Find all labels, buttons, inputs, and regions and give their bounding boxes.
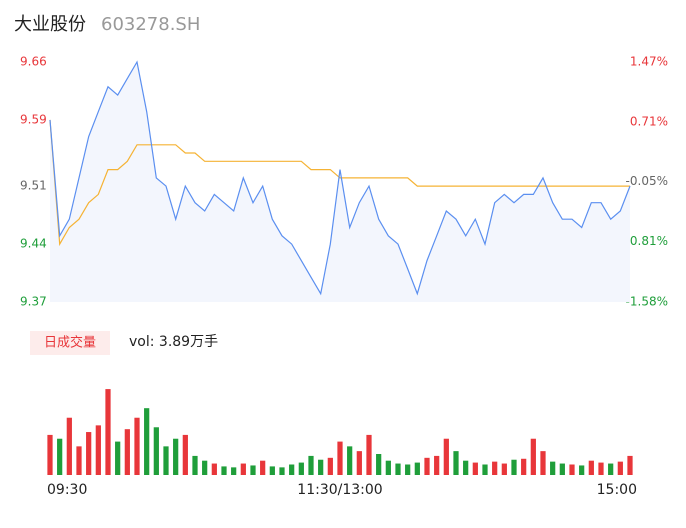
- x-tick-label: 11:30/13:00: [297, 482, 382, 498]
- volume-bar: [105, 389, 111, 475]
- volume-bar: [269, 466, 275, 475]
- y2-tick-label: -1.58%: [626, 295, 668, 309]
- volume-bar: [347, 446, 353, 475]
- volume-bar: [95, 425, 101, 475]
- volume-bar: [617, 461, 623, 475]
- y2-tick-label: -0.81%: [626, 234, 668, 248]
- x-tick-label: 09:30: [47, 482, 87, 498]
- volume-bar: [530, 438, 536, 475]
- y-tick-label: 9.66: [20, 55, 47, 69]
- volume-bar: [153, 427, 159, 475]
- volume-bar: [463, 460, 469, 475]
- volume-bar: [443, 438, 449, 475]
- volume-bar: [385, 460, 391, 475]
- volume-bar: [511, 459, 517, 475]
- y2-tick-label: 0.71%: [630, 114, 668, 128]
- x-tick-label: 15:00: [597, 482, 637, 498]
- volume-bar: [608, 463, 614, 475]
- volume-bar: [366, 434, 372, 475]
- volume-bar: [627, 455, 633, 475]
- volume-bar: [134, 417, 140, 475]
- price-line: [49, 60, 631, 296]
- volume-bar: [395, 463, 401, 475]
- volume-bar: [579, 465, 585, 475]
- volume-bar: [163, 446, 169, 475]
- volume-bar: [76, 446, 82, 475]
- volume-bar: [492, 461, 498, 475]
- volume-bar: [115, 441, 121, 475]
- stock-name: 大业股份: [14, 14, 86, 35]
- volume-label: 日成交量: [44, 335, 96, 351]
- volume-bar: [211, 463, 217, 475]
- average-line: [49, 119, 630, 247]
- volume-bar: [182, 434, 188, 475]
- volume-bar: [173, 438, 179, 475]
- stock-code: 603278.SH: [101, 14, 200, 35]
- volume-bar: [289, 464, 295, 475]
- volume-bar: [260, 460, 266, 475]
- volume-bar: [559, 463, 565, 475]
- volume-bar: [124, 429, 130, 475]
- volume-bar: [337, 441, 343, 475]
- volume-bar: [308, 455, 314, 475]
- y2-tick-label: -0.05%: [626, 174, 668, 188]
- volume-bar: [47, 434, 53, 475]
- volume-bar: [414, 462, 420, 475]
- price-area: [50, 62, 630, 302]
- volume-bar: [221, 466, 227, 475]
- volume-bar: [482, 464, 488, 475]
- y2-tick-label: 1.47%: [630, 55, 668, 69]
- volume-bar: [540, 451, 546, 475]
- volume-bar: [434, 455, 440, 475]
- y-tick-label: 9.51: [20, 179, 47, 193]
- volume-bar: [57, 438, 63, 475]
- volume-bar: [521, 458, 527, 475]
- volume-bar: [250, 465, 256, 475]
- volume-bar: [598, 462, 604, 475]
- volume-bar: [550, 461, 556, 475]
- volume-bar: [453, 451, 459, 475]
- volume-bar: [231, 467, 237, 475]
- y-tick-label: 9.44: [20, 237, 47, 251]
- volume-bar: [405, 464, 411, 475]
- y-tick-label: 9.59: [20, 112, 47, 126]
- volume-bar: [588, 460, 594, 475]
- volume-bar: [240, 463, 246, 475]
- volume-bar: [279, 467, 285, 475]
- volume-bar: [144, 408, 150, 475]
- volume-bar: [327, 457, 333, 475]
- volume-bar: [298, 462, 304, 475]
- volume-bar: [86, 432, 92, 475]
- volume-bar: [424, 457, 430, 475]
- volume-badge: [30, 331, 110, 355]
- volume-bar: [569, 464, 575, 475]
- y-tick-label: 9.37: [20, 295, 47, 309]
- volume-text: vol: 3.89万手: [129, 334, 218, 350]
- volume-bar: [501, 463, 507, 475]
- volume-bar: [472, 462, 478, 475]
- volume-bar: [376, 454, 382, 475]
- volume-bar: [356, 451, 362, 475]
- volume-bar: [66, 417, 72, 475]
- volume-bar: [202, 460, 208, 475]
- volume-bar: [192, 455, 198, 475]
- volume-bar: [318, 459, 324, 475]
